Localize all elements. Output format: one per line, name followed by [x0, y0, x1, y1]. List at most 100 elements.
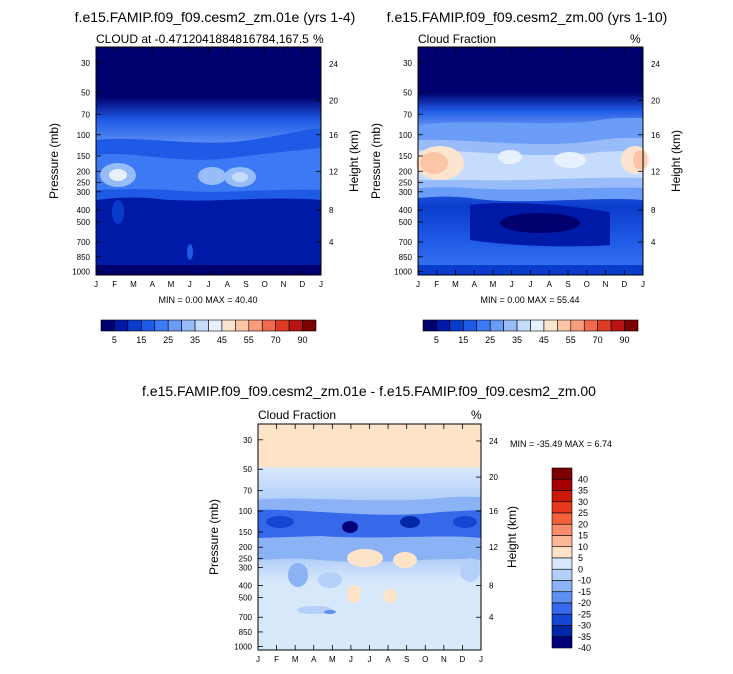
colorbar-box: [583, 319, 598, 332]
pressure-tick-label: 850: [77, 253, 91, 262]
colorbar-box: [551, 591, 573, 604]
colorbar-box: [610, 319, 625, 332]
colorbar-box: [551, 636, 573, 649]
colorbar-label: 5: [112, 335, 117, 345]
panel-3-contour-band: [258, 509, 481, 538]
panel-3-contours: [258, 496, 481, 614]
pressure-tick-label: 30: [403, 59, 412, 68]
pressure-tick-label: 50: [243, 465, 252, 474]
colorbar-label: -30: [578, 621, 591, 631]
pressure-tick-label: 150: [239, 528, 253, 537]
panel-1-y2label: Height (km): [347, 130, 361, 192]
pressure-tick-label: 70: [81, 110, 90, 119]
month-tick-label: A: [385, 655, 391, 664]
month-tick-label: O: [262, 280, 268, 289]
pressure-tick-label: 70: [403, 110, 412, 119]
panel-2-contour-core: [500, 213, 580, 233]
month-tick-label: J: [349, 655, 353, 664]
pressure-tick-label: 1000: [394, 268, 412, 277]
colorbar-label: -10: [578, 576, 591, 586]
month-tick-label: S: [243, 280, 248, 289]
pressure-tick-label: 850: [239, 628, 253, 637]
pressure-tick-label: 500: [239, 594, 253, 603]
height-tick-label: 24: [489, 437, 498, 446]
month-tick-label: M: [452, 280, 459, 289]
panel-3-y2label: Height (km): [505, 506, 519, 568]
panel-3-contour-core: [288, 563, 308, 587]
colorbar-label: 0: [578, 564, 583, 574]
colorbar-label: 5: [434, 335, 439, 345]
pressure-tick-label: 300: [77, 188, 91, 197]
colorbar-label: 10: [578, 542, 588, 552]
pressure-tick-label: 500: [77, 218, 91, 227]
panel-3-contour-core: [266, 516, 294, 528]
colorbar-label: 70: [593, 335, 603, 345]
colorbar-box: [463, 319, 478, 332]
colorbar-label: 70: [271, 335, 281, 345]
pressure-tick-label: 30: [243, 436, 252, 445]
colorbar-box: [100, 319, 115, 332]
colorbar-label: 35: [190, 335, 200, 345]
colorbar-label: 15: [136, 335, 146, 345]
colorbar-box: [570, 319, 585, 332]
colorbar-box: [221, 319, 236, 332]
panel-1-contour-core: [109, 169, 127, 181]
month-tick-label: A: [547, 280, 553, 289]
month-tick-label: D: [299, 280, 305, 289]
height-tick-label: 4: [329, 238, 334, 247]
height-tick-label: 20: [651, 97, 660, 106]
colorbar-label: 35: [512, 335, 522, 345]
colorbar-box: [114, 319, 129, 332]
month-tick-label: O: [422, 655, 428, 664]
panel-2-right-label: %: [630, 32, 641, 46]
colorbar-box: [551, 613, 573, 626]
colorbar-label: 45: [217, 335, 227, 345]
panel-3-ylabel: Pressure (mb): [207, 499, 221, 575]
month-tick-label: J: [479, 655, 483, 664]
month-tick-label: S: [565, 280, 570, 289]
pressure-tick-label: 1000: [234, 643, 252, 652]
panel-3-contour-core: [347, 549, 383, 567]
pressure-tick-label: 400: [239, 582, 253, 591]
month-tick-label: F: [112, 280, 117, 289]
colorbar-label: -20: [578, 598, 591, 608]
height-tick-label: 24: [329, 60, 338, 69]
panel-1-contour-core: [232, 172, 248, 182]
panel-3-right-label: %: [471, 408, 482, 422]
month-tick-label: N: [281, 280, 287, 289]
panel-3-contour-core: [324, 610, 336, 614]
panel-3-contour-core: [347, 585, 361, 603]
colorbar-box: [275, 319, 290, 332]
month-tick-label: J: [256, 655, 260, 664]
height-tick-label: 16: [651, 131, 660, 140]
height-tick-label: 4: [489, 613, 494, 622]
colorbar-label: 15: [578, 531, 588, 541]
colorbar-box: [551, 478, 573, 491]
month-tick-label: F: [434, 280, 439, 289]
month-tick-label: A: [472, 280, 478, 289]
height-tick-label: 4: [651, 238, 656, 247]
height-tick-label: 8: [651, 206, 656, 215]
colorbar-box: [436, 319, 451, 332]
colorbar-box: [551, 490, 573, 503]
colorbar-box: [261, 319, 276, 332]
colorbar-box: [503, 319, 518, 332]
pressure-tick-label: 1000: [72, 268, 90, 277]
month-tick-label: D: [621, 280, 627, 289]
pressure-tick-label: 100: [77, 131, 91, 140]
panel-1-left-label: CLOUD at -0.4712041884816784,167.5: [96, 32, 309, 46]
colorbar-box: [248, 319, 263, 332]
colorbar-label: 25: [163, 335, 173, 345]
pressure-tick-label: 400: [399, 206, 413, 215]
panel-2-contour-band: [418, 150, 643, 181]
month-tick-label: O: [584, 280, 590, 289]
colorbar-label: 45: [539, 335, 549, 345]
height-tick-label: 20: [329, 97, 338, 106]
colorbar-label: -15: [578, 587, 591, 597]
pressure-tick-label: 150: [77, 152, 91, 161]
panel-1-right-label: %: [313, 32, 324, 46]
panel-1-contour-core: [112, 200, 124, 224]
panel-2-contour-core: [633, 150, 647, 170]
month-tick-label: M: [130, 280, 137, 289]
